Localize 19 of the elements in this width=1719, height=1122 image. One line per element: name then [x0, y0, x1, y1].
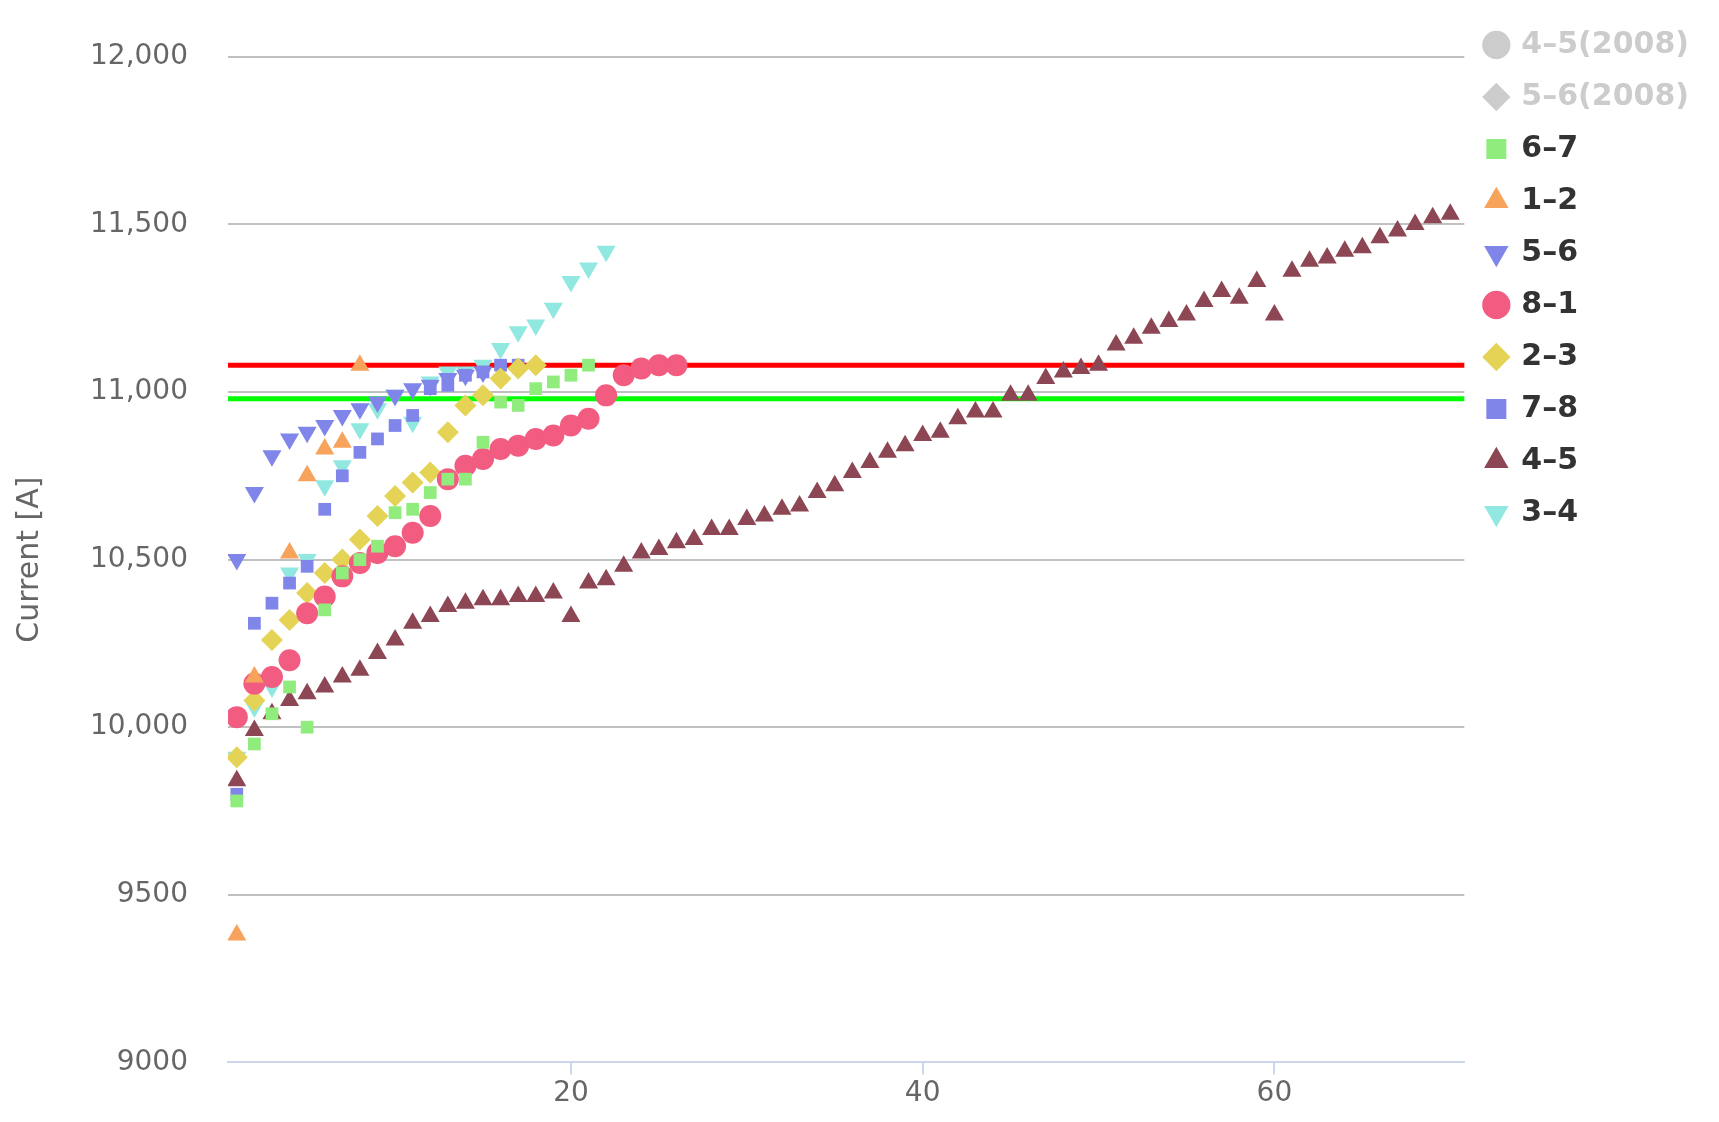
- y-tick-label: 11,000: [90, 373, 188, 407]
- y-tick-label: 9500: [116, 876, 188, 910]
- y-tick-label: 10,500: [90, 540, 188, 574]
- legend-label: 3–4: [1521, 492, 1579, 528]
- y-tick-label: 11,500: [90, 205, 188, 239]
- y-axis-title: Current [A]: [9, 476, 45, 643]
- y-tick-label: 12,000: [90, 38, 188, 72]
- legend-label: 8–1: [1521, 284, 1579, 320]
- legend-label: 7–8: [1521, 388, 1579, 424]
- x-tick-label: 20: [553, 1075, 589, 1109]
- legend-label: 6–7: [1521, 128, 1579, 164]
- legend-label: 1–2: [1521, 180, 1579, 216]
- x-tick-label: 40: [904, 1075, 941, 1109]
- y-tick-label: 9000: [116, 1043, 188, 1077]
- x-tick-label: 60: [1256, 1075, 1293, 1109]
- legend-label: 2–3: [1521, 336, 1579, 372]
- legend-label: 5–6: [1521, 232, 1579, 268]
- legend-label: 4–5: [1521, 440, 1579, 476]
- y-tick-label: 10,000: [90, 708, 188, 742]
